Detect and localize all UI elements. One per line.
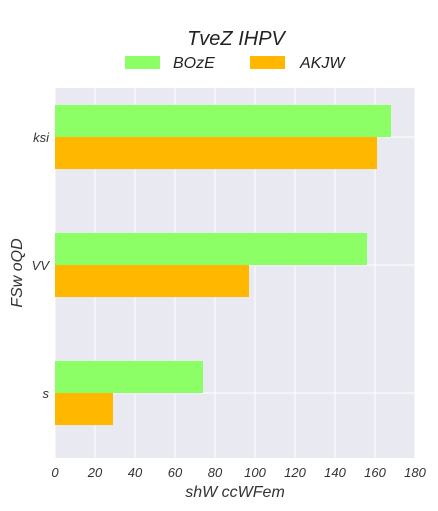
bar-VV-AKJW (55, 265, 249, 297)
x-tick-label: 0 (51, 465, 59, 480)
bars (55, 105, 391, 425)
bar-s-BOzE (55, 361, 203, 393)
x-tick-label: 40 (128, 465, 143, 480)
y-tick-label: s (43, 386, 50, 401)
legend-label-BOzE: BOzE (173, 55, 215, 72)
x-tick-label: 180 (404, 465, 426, 480)
x-tick-label: 160 (364, 465, 386, 480)
x-tick-label: 100 (244, 465, 266, 480)
bar-ksi-AKJW (55, 137, 377, 169)
y-axis-label: FSw oQD (9, 238, 26, 308)
bar-s-AKJW (55, 393, 113, 425)
x-tick-labels: 0 20 40 60 80 100 120 140 160 180 (51, 465, 426, 480)
y-tick-label: VV (32, 258, 51, 273)
x-tick-label: 140 (324, 465, 346, 480)
y-tick-labels: ksi VV s (32, 130, 51, 401)
x-tick-label: 60 (168, 465, 183, 480)
legend: BOzE AKJW (125, 55, 346, 72)
chart-title: TveZ IHPV (187, 28, 286, 50)
x-tick-label: 80 (208, 465, 223, 480)
bar-ksi-BOzE (55, 105, 391, 137)
bar-VV-BOzE (55, 233, 367, 265)
x-tick-label: 120 (284, 465, 306, 480)
x-tick-label: 20 (87, 465, 103, 480)
x-axis-label: shW ccWFem (185, 484, 285, 501)
y-tick-label: ksi (33, 130, 50, 145)
legend-label-AKJW: AKJW (299, 55, 346, 72)
legend-swatch-BOzE (125, 56, 160, 69)
legend-swatch-AKJW (250, 56, 285, 69)
